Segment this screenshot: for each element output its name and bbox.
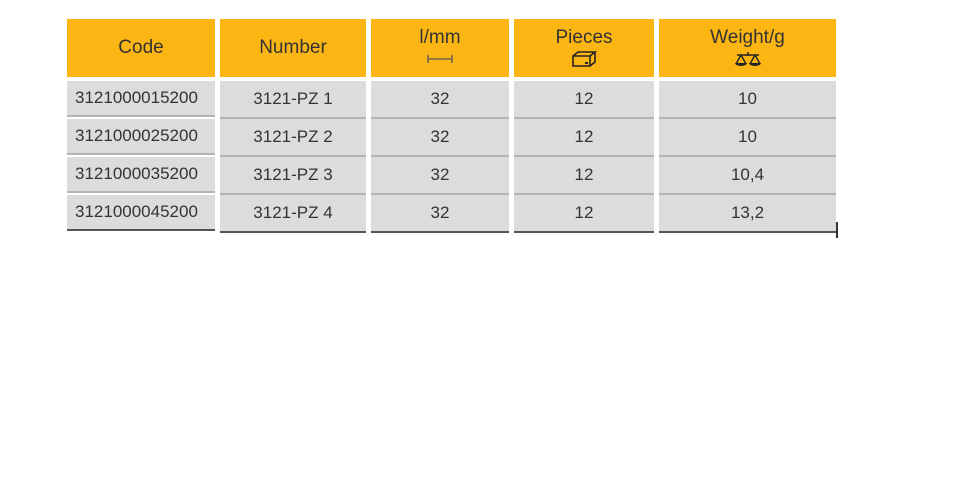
cell-number: 3121-PZ 2 [220, 119, 366, 157]
cell-length: 32 [371, 157, 509, 195]
table-row: 3121000035200 3121-PZ 3 32 12 10,4 [67, 157, 836, 195]
table-row: 3121000025200 3121-PZ 2 32 12 10 [67, 119, 836, 157]
header-pieces: Pieces [514, 19, 654, 77]
header-length: l/mm [371, 19, 509, 77]
cell-pieces: 12 [514, 81, 654, 119]
cell-code: 3121000025200 [67, 119, 215, 155]
table-row: 3121000015200 3121-PZ 1 32 12 10 [67, 81, 836, 119]
box-icon [571, 49, 597, 69]
cell-number: 3121-PZ 4 [220, 195, 366, 233]
table-body: 3121000015200 3121-PZ 1 32 12 10 3121000… [67, 81, 836, 233]
length-dimension-icon [426, 49, 454, 69]
cell-weight: 13,2 [659, 195, 836, 233]
table-header: Code Number l/mm Pieces Weight/g [67, 19, 836, 77]
cell-code: 3121000045200 [67, 195, 215, 231]
cell-pieces: 12 [514, 157, 654, 195]
cell-number: 3121-PZ 3 [220, 157, 366, 195]
cell-code: 3121000035200 [67, 157, 215, 193]
cell-pieces: 12 [514, 119, 654, 157]
product-table: Code Number l/mm Pieces Weight/g 3121000… [67, 19, 836, 233]
cell-length: 32 [371, 119, 509, 157]
table-row: 3121000045200 3121-PZ 4 32 12 13,2 [67, 195, 836, 233]
cell-weight: 10 [659, 81, 836, 119]
cell-weight: 10 [659, 119, 836, 157]
cell-length: 32 [371, 195, 509, 233]
cell-pieces: 12 [514, 195, 654, 233]
cell-length: 32 [371, 81, 509, 119]
table-end-marker [836, 222, 838, 238]
cell-weight: 10,4 [659, 157, 836, 195]
cell-code: 3121000015200 [67, 81, 215, 117]
scale-icon [733, 49, 763, 69]
cell-number: 3121-PZ 1 [220, 81, 366, 119]
header-code: Code [67, 19, 215, 77]
header-number: Number [220, 19, 366, 77]
header-weight: Weight/g [659, 19, 836, 77]
